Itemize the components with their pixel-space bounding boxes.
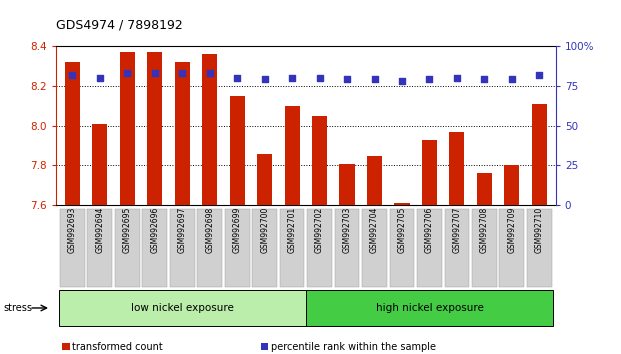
Point (342, 77, 352, 82)
Text: GSM992695: GSM992695 (123, 207, 132, 253)
Point (452, 75, 462, 81)
Text: GSM992696: GSM992696 (150, 207, 159, 253)
Text: GSM992707: GSM992707 (453, 207, 461, 253)
Text: transformed count: transformed count (72, 342, 163, 352)
Bar (504, 166, 519, 205)
Bar (422, 139, 437, 205)
Point (68, 72, 78, 78)
Point (425, 77, 435, 82)
Bar (394, 203, 409, 205)
Text: high nickel exposure: high nickel exposure (376, 303, 483, 313)
Bar (65, 62, 80, 205)
Point (315, 75, 325, 81)
Text: percentile rank within the sample: percentile rank within the sample (271, 342, 436, 352)
Point (397, 78, 407, 84)
Text: GSM992694: GSM992694 (96, 207, 104, 253)
Point (369, 77, 379, 82)
Text: GSM992700: GSM992700 (260, 207, 269, 253)
Text: GSM992693: GSM992693 (68, 207, 77, 253)
Bar (147, 52, 162, 205)
Point (232, 75, 242, 81)
Text: GDS4974 / 7898192: GDS4974 / 7898192 (56, 19, 183, 32)
Bar (284, 106, 300, 205)
Point (287, 75, 297, 81)
FancyBboxPatch shape (58, 290, 306, 326)
Text: GSM992698: GSM992698 (205, 207, 214, 253)
Bar (532, 104, 547, 205)
Bar (312, 116, 327, 205)
Point (95, 75, 105, 81)
Point (205, 70, 215, 76)
Bar (120, 52, 135, 205)
Point (507, 77, 517, 82)
Text: GSM992706: GSM992706 (425, 207, 434, 253)
FancyBboxPatch shape (306, 290, 553, 326)
Text: GSM992703: GSM992703 (343, 207, 351, 253)
Bar (257, 154, 272, 205)
Point (150, 70, 160, 76)
Bar (450, 132, 465, 205)
Text: GSM992708: GSM992708 (480, 207, 489, 253)
Text: GSM992699: GSM992699 (233, 207, 242, 253)
Bar (367, 155, 382, 205)
Bar (230, 96, 245, 205)
Point (534, 72, 544, 78)
Bar (477, 173, 492, 205)
Bar (202, 54, 217, 205)
Text: GSM992702: GSM992702 (315, 207, 324, 253)
Point (479, 77, 489, 82)
Text: stress: stress (3, 303, 32, 313)
Point (177, 70, 187, 76)
Text: GSM992704: GSM992704 (370, 207, 379, 253)
Point (122, 70, 132, 76)
Bar (93, 124, 107, 205)
Text: low nickel exposure: low nickel exposure (131, 303, 233, 313)
Text: GSM992701: GSM992701 (288, 207, 297, 253)
Bar (175, 62, 190, 205)
Bar (340, 164, 355, 205)
Text: GSM992710: GSM992710 (535, 207, 544, 253)
Point (260, 77, 270, 82)
Text: GSM992705: GSM992705 (397, 207, 407, 253)
Text: GSM992709: GSM992709 (507, 207, 516, 253)
Text: GSM992697: GSM992697 (178, 207, 187, 253)
